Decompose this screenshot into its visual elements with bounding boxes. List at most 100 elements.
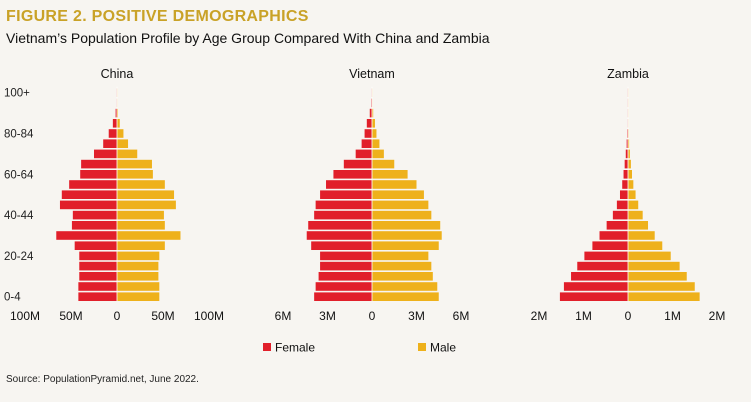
bar-female-10-14 (79, 272, 117, 281)
bar-male-5-9 (372, 282, 438, 291)
x-tick-label: 2M (531, 309, 548, 323)
y-tick-label: 20-24 (4, 251, 34, 263)
pyramid-panels: 0-4 20-24 40-44 60-64 80-84 100+ China 100M 50M 0… (4, 67, 725, 323)
panel-title: Zambia (607, 67, 649, 81)
x-tick-label: 0 (114, 309, 121, 323)
bar-female-80-84 (364, 129, 372, 138)
bar-male-40-44 (628, 210, 643, 220)
bar-female-25-29 (592, 241, 628, 250)
panel-title: China (101, 67, 134, 81)
bar-female-45-49 (616, 200, 629, 210)
y-axis-age-labels: 0-4 20-24 40-44 60-64 80-84 100+ (4, 88, 34, 304)
bar-male-85-89 (117, 119, 120, 128)
bar-female-35-39 (71, 221, 117, 230)
bar-female-5-9 (78, 282, 117, 291)
x-tick-label: 2M (709, 309, 726, 323)
x-tick-label: 50M (59, 309, 82, 323)
bar-male-45-49 (372, 200, 429, 210)
bar-female-60-64 (333, 170, 372, 179)
bar-male-70-74 (372, 149, 384, 159)
pyramid-panel-china: China 100M 50M 0 50M 100M (10, 67, 224, 323)
bar-female-50-54 (320, 190, 372, 199)
x-tick-label: 100M (194, 309, 224, 323)
bar-male-50-54 (372, 190, 424, 199)
bar-female-70-74 (355, 149, 372, 159)
bar-female-85-89 (366, 119, 372, 128)
bar-female-45-49 (315, 200, 372, 210)
bar-female-60-64 (623, 170, 628, 179)
bar-female-30-34 (599, 231, 628, 240)
bar-male-90-94 (372, 108, 374, 118)
bar-male-60-64 (372, 170, 408, 179)
bar-male-30-34 (117, 231, 181, 240)
y-tick-label: 80-84 (4, 129, 34, 141)
bar-female-35-39 (308, 221, 372, 230)
chart-legend: Female Male (263, 341, 456, 355)
bar-female-30-34 (306, 231, 372, 240)
pyramid-panel-zambia: Zambia 2M 1M 0 1M 2M (531, 67, 726, 323)
bar-female-20-24 (584, 251, 628, 261)
bar-female-50-54 (619, 190, 628, 199)
bar-female-10-14 (571, 272, 628, 281)
x-tick-label: 6M (453, 309, 470, 323)
bar-male-80-84 (372, 129, 377, 138)
x-tick-label: 50M (151, 309, 174, 323)
legend-swatch-female (263, 343, 271, 351)
bar-male-65-69 (117, 159, 152, 169)
bar-female-75-79 (103, 139, 117, 148)
bar-male-15-19 (117, 261, 159, 271)
bar-male-65-69 (628, 159, 631, 169)
bar-male-55-59 (628, 180, 634, 189)
y-tick-label: 0-4 (4, 292, 21, 304)
bar-female-65-69 (81, 159, 117, 169)
legend-swatch-male (418, 343, 426, 351)
bar-female-65-69 (343, 159, 372, 169)
bar-male-20-24 (628, 251, 671, 261)
bar-male-0-4 (117, 292, 160, 301)
bar-male-0-4 (628, 292, 700, 301)
bar-female-20-24 (79, 251, 117, 261)
bar-female-5-9 (315, 282, 372, 291)
bar-male-5-9 (628, 282, 695, 291)
y-tick-label: 100+ (4, 88, 30, 100)
bar-male-5-9 (117, 282, 160, 291)
bar-female-70-74 (94, 149, 117, 159)
bar-male-75-79 (372, 139, 380, 148)
bar-male-15-19 (628, 261, 680, 271)
bar-female-55-59 (622, 180, 628, 189)
bar-male-35-39 (628, 221, 649, 230)
bar-female-90-94 (115, 108, 117, 118)
source-note: Source: PopulationPyramid.net, June 2022… (6, 374, 199, 385)
bar-male-70-74 (628, 149, 630, 159)
bar-female-25-29 (74, 241, 117, 250)
pyramid-panel-vietnam: Vietnam 6M 3M 0 3M 6M (275, 67, 470, 323)
bar-male-85-89 (372, 119, 375, 128)
bar-female-90-94 (369, 108, 372, 118)
bar-female-65-69 (624, 159, 628, 169)
x-tick-label: 1M (575, 309, 592, 323)
bar-male-65-69 (372, 159, 395, 169)
figure-title: FIGURE 2. POSITIVE DEMOGRAPHICS (6, 8, 309, 25)
bar-male-55-59 (117, 180, 165, 189)
bar-male-25-29 (117, 241, 165, 250)
bar-male-35-39 (117, 221, 165, 230)
bar-female-20-24 (320, 251, 372, 261)
bar-male-80-84 (117, 129, 124, 138)
bar-female-45-49 (59, 200, 117, 210)
x-tick-label: 1M (664, 309, 681, 323)
bar-female-85-89 (112, 119, 117, 128)
bar-female-0-4 (559, 292, 628, 301)
bar-male-50-54 (117, 190, 175, 199)
y-tick-label: 40-44 (4, 210, 34, 222)
bar-male-30-34 (372, 231, 442, 240)
bar-male-40-44 (372, 210, 432, 220)
bar-female-0-4 (314, 292, 372, 301)
bar-female-5-9 (563, 282, 628, 291)
bar-male-60-64 (117, 170, 153, 179)
x-tick-label: 0 (625, 309, 632, 323)
bar-male-55-59 (372, 180, 417, 189)
bar-male-60-64 (628, 170, 632, 179)
bar-male-50-54 (628, 190, 636, 199)
x-tick-label: 3M (319, 309, 336, 323)
